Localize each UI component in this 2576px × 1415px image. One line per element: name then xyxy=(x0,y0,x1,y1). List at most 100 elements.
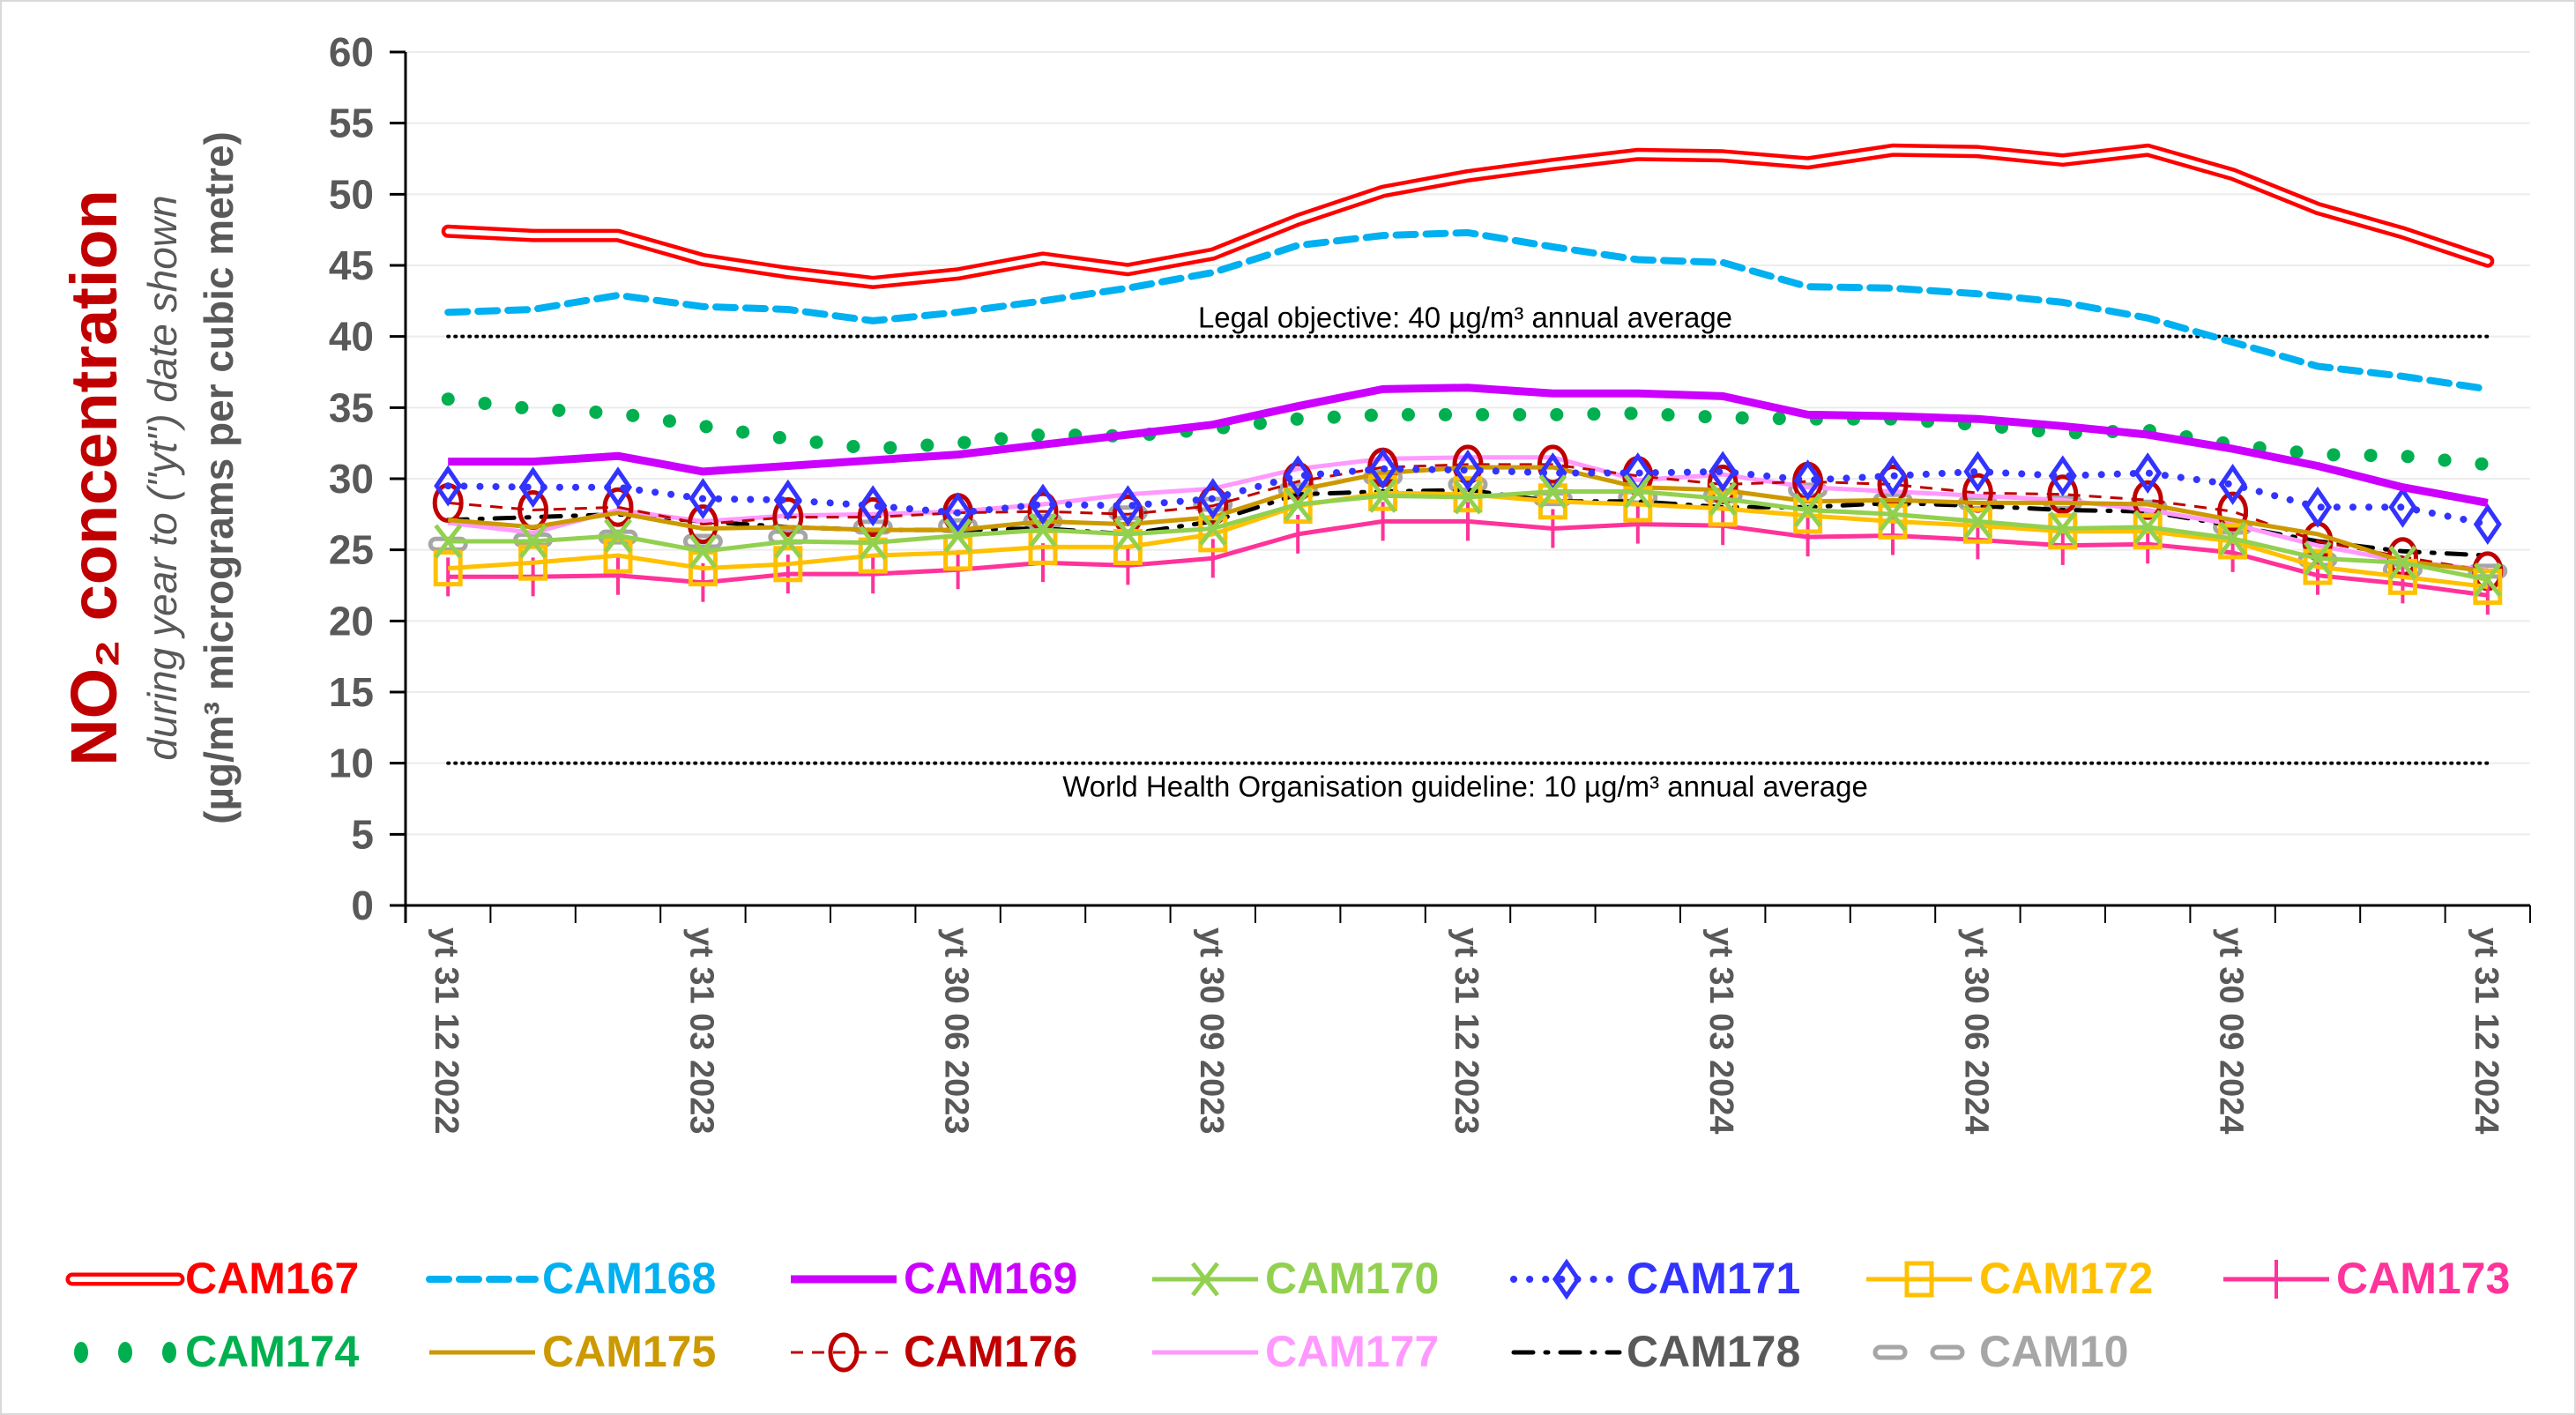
y-tick-labels: 0 5 10 15 20 25 30 35 40 45 50 55 60 xyxy=(329,29,374,928)
legend-label: CAM172 xyxy=(1979,1254,2153,1303)
marker-x xyxy=(434,524,463,559)
legend-item-cam172: CAM172 xyxy=(1866,1254,2153,1303)
marker-diamond xyxy=(773,479,802,521)
marker-diamond xyxy=(1113,485,1143,527)
marker-x xyxy=(2304,540,2332,576)
marker-x xyxy=(859,525,888,561)
legend-item-cam168: CAM168 xyxy=(426,1254,716,1303)
series-line xyxy=(444,228,2491,393)
marker-x xyxy=(1198,510,1227,547)
marker-x xyxy=(2388,545,2417,580)
marker-x xyxy=(1963,503,1992,539)
series-line xyxy=(447,465,2489,574)
legend-label: CAM176 xyxy=(904,1327,1077,1376)
series-cam169 xyxy=(448,384,2489,507)
legend-label: CAM170 xyxy=(1265,1254,1439,1303)
legend-item-cam178: CAM178 xyxy=(1511,1327,1800,1376)
y-tick-label: 60 xyxy=(329,29,374,75)
marker-diamond xyxy=(1284,455,1313,497)
x-tick-label: yt 31 03 2024 xyxy=(1702,927,1739,1135)
marker-diamond xyxy=(2133,452,2163,494)
legend-label: CAM173 xyxy=(2336,1254,2510,1303)
x-tick-label: yt 30 06 2023 xyxy=(938,927,975,1135)
legend: CAM167 CAM168 CAM169 CAM170 CAM171 CAM172 CAM1… xyxy=(65,1254,2510,1376)
legend-label: CAM174 xyxy=(185,1327,359,1376)
legend-label: CAM171 xyxy=(1627,1254,1800,1303)
y-axis-title-subtitle: during year to ("yt") date shown xyxy=(139,195,185,760)
marker-diamond xyxy=(1793,459,1822,502)
marker-x xyxy=(1454,480,1482,515)
marker-square xyxy=(1878,503,1908,540)
marker-circle xyxy=(1452,444,1484,485)
series-cam168 xyxy=(444,228,2491,393)
y-tick-label: 55 xyxy=(329,101,374,146)
legend-item-cam173: CAM173 xyxy=(2223,1254,2510,1303)
legend-item-cam169: CAM169 xyxy=(791,1254,1077,1303)
marker-square xyxy=(1708,490,1738,527)
series-line xyxy=(441,143,2495,289)
marker-circle xyxy=(1282,461,1314,502)
legend-label: CAM10 xyxy=(1979,1327,2128,1376)
marker-x xyxy=(1709,481,1738,517)
legend-item-cam167: CAM167 xyxy=(65,1254,359,1303)
series-line xyxy=(444,465,2491,528)
legend-symbol-dot xyxy=(162,1342,176,1363)
legend-symbol xyxy=(1872,1344,1908,1360)
marker-diamond xyxy=(1198,478,1227,520)
marker-x xyxy=(1113,517,1143,552)
legend-label: CAM175 xyxy=(542,1327,716,1376)
legend-label: CAM168 xyxy=(542,1254,716,1303)
reference-line-label: World Health Organisation guideline: 10 … xyxy=(1062,771,1868,803)
y-axis-title-main: NO₂ concentration xyxy=(57,190,130,766)
y-tick-label: 0 xyxy=(351,883,374,928)
series-cam175 xyxy=(447,465,2489,574)
marker-square xyxy=(1537,483,1567,520)
marker-square xyxy=(1962,507,1992,544)
marker-circle xyxy=(772,497,804,538)
marker-circle xyxy=(857,497,889,538)
marker-circle xyxy=(2047,474,2079,515)
legend-symbol-dot xyxy=(118,1342,132,1363)
y-tick-label: 45 xyxy=(329,242,374,288)
y-tick-label: 20 xyxy=(329,598,374,644)
marker-x xyxy=(1793,492,1822,528)
x-tick-label: yt 31 12 2024 xyxy=(2468,927,2505,1135)
series-cam167 xyxy=(441,143,2495,289)
marker-square xyxy=(603,537,633,574)
legend-item-cam10: CAM10 xyxy=(1872,1327,2128,1376)
marker-x xyxy=(943,518,972,554)
marker-diamond xyxy=(1453,449,1483,491)
marker-diamond xyxy=(434,465,463,507)
marker-diamond xyxy=(2388,486,2417,528)
marker-diamond xyxy=(603,466,633,509)
y-tick-label: 35 xyxy=(329,384,374,430)
marker-x xyxy=(1538,473,1567,510)
marker-circle xyxy=(602,487,634,527)
marker-diamond xyxy=(2303,486,2333,528)
marker-x xyxy=(2218,521,2247,556)
legend-item-cam170: CAM170 xyxy=(1152,1254,1439,1303)
marker-dash xyxy=(682,533,723,549)
marker-diamond xyxy=(1878,455,1908,497)
x-tick-label: yt 30 06 2024 xyxy=(1957,927,1994,1135)
marker-circle xyxy=(828,1332,860,1373)
marker-x xyxy=(1623,473,1652,510)
x-tick-label: yt 31 03 2023 xyxy=(682,927,719,1135)
y-axis-title-units: (µg/m³ micrograms per cubic metre) xyxy=(196,131,242,824)
marker-x xyxy=(518,524,547,559)
marker-diamond xyxy=(2218,464,2247,505)
legend-label: CAM178 xyxy=(1627,1327,1800,1376)
marker-diamond xyxy=(518,466,547,509)
marker-x xyxy=(2048,510,2077,547)
marker-x xyxy=(1284,487,1313,522)
marker-x xyxy=(1029,512,1057,547)
reference-lines: Legal objective: 40 µg/m³ annual average… xyxy=(446,302,2490,803)
marker-diamond xyxy=(2473,503,2502,546)
marker-x xyxy=(1879,496,1907,532)
marker-square xyxy=(2473,569,2503,606)
x-tick-label: yt 30 09 2024 xyxy=(2213,927,2250,1135)
axes xyxy=(390,50,2531,923)
y-tick-label: 15 xyxy=(329,669,374,715)
